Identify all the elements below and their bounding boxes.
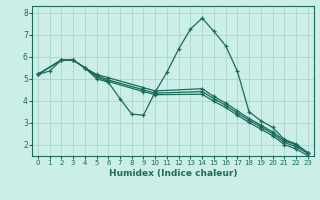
X-axis label: Humidex (Indice chaleur): Humidex (Indice chaleur) <box>108 169 237 178</box>
